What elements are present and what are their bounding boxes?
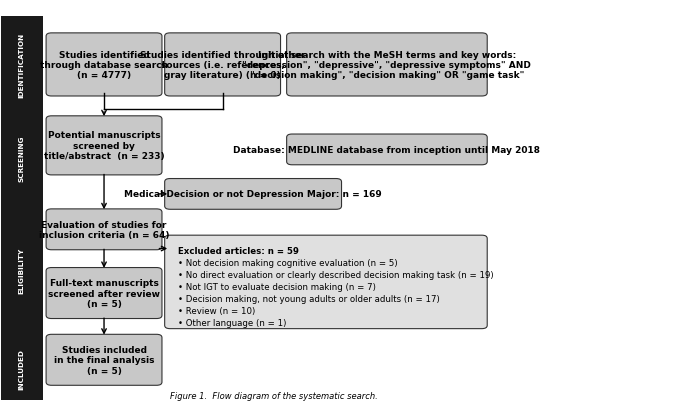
Bar	[1, 202, 43, 338]
Text: Full-text manuscripts
screened after review
(n = 5): Full-text manuscripts screened after rev…	[48, 279, 160, 308]
Text: Studies identified through other
sources (i.e. references,
gray literature) (n =: Studies identified through other sources…	[140, 50, 306, 80]
Text: Studies included
in the final analysis
(n = 5): Studies included in the final analysis (…	[54, 345, 154, 375]
Bar	[1, 338, 43, 400]
Text: IDENTIFICATION: IDENTIFICATION	[19, 33, 24, 98]
Text: • Not IGT to evaluate decision making (n = 7): • Not IGT to evaluate decision making (n…	[178, 282, 376, 291]
Bar	[1, 17, 43, 114]
Text: Initial search with the MeSH terms and key words:
"depression", "depressive", "d: Initial search with the MeSH terms and k…	[242, 50, 532, 80]
FancyBboxPatch shape	[46, 34, 162, 97]
FancyBboxPatch shape	[46, 335, 162, 385]
FancyBboxPatch shape	[287, 34, 488, 97]
Text: SCREENING: SCREENING	[19, 135, 24, 181]
Text: ELIGIBILITY: ELIGIBILITY	[19, 247, 24, 293]
FancyBboxPatch shape	[46, 268, 162, 319]
Text: Database: MEDLINE database from inception until May 2018: Database: MEDLINE database from inceptio…	[234, 145, 540, 155]
Text: • Other language (n = 1): • Other language (n = 1)	[178, 318, 287, 327]
Text: • Decision making, not young adults or older adults (n = 17): • Decision making, not young adults or o…	[178, 294, 440, 303]
FancyBboxPatch shape	[46, 117, 162, 175]
Text: • Review (n = 10): • Review (n = 10)	[178, 306, 255, 315]
FancyBboxPatch shape	[165, 179, 342, 210]
Bar	[1, 114, 43, 202]
Text: Excluded articles: n = 59: Excluded articles: n = 59	[178, 246, 299, 255]
Text: • No direct evaluation or clearly described decision making task (n = 19): • No direct evaluation or clearly descri…	[178, 270, 494, 279]
Text: Potential manuscripts
screened by
title/abstract  (n = 233): Potential manuscripts screened by title/…	[43, 131, 164, 161]
Text: INCLUDED: INCLUDED	[19, 349, 24, 389]
FancyBboxPatch shape	[165, 34, 280, 97]
Text: Figure 1.  Flow diagram of the systematic search.: Figure 1. Flow diagram of the systematic…	[170, 391, 378, 400]
FancyBboxPatch shape	[46, 209, 162, 250]
Text: Evaluation of studies for
inclusion criteria (n = 64): Evaluation of studies for inclusion crit…	[39, 220, 169, 239]
Text: Medical Decision or not Depression Major: n = 169: Medical Decision or not Depression Major…	[124, 190, 382, 199]
FancyBboxPatch shape	[287, 135, 488, 165]
Text: Studies identified
through database search
(n = 4777): Studies identified through database sear…	[40, 50, 168, 80]
FancyBboxPatch shape	[165, 236, 488, 329]
Text: • Not decision making cognitive evaluation (n = 5): • Not decision making cognitive evaluati…	[178, 258, 398, 267]
